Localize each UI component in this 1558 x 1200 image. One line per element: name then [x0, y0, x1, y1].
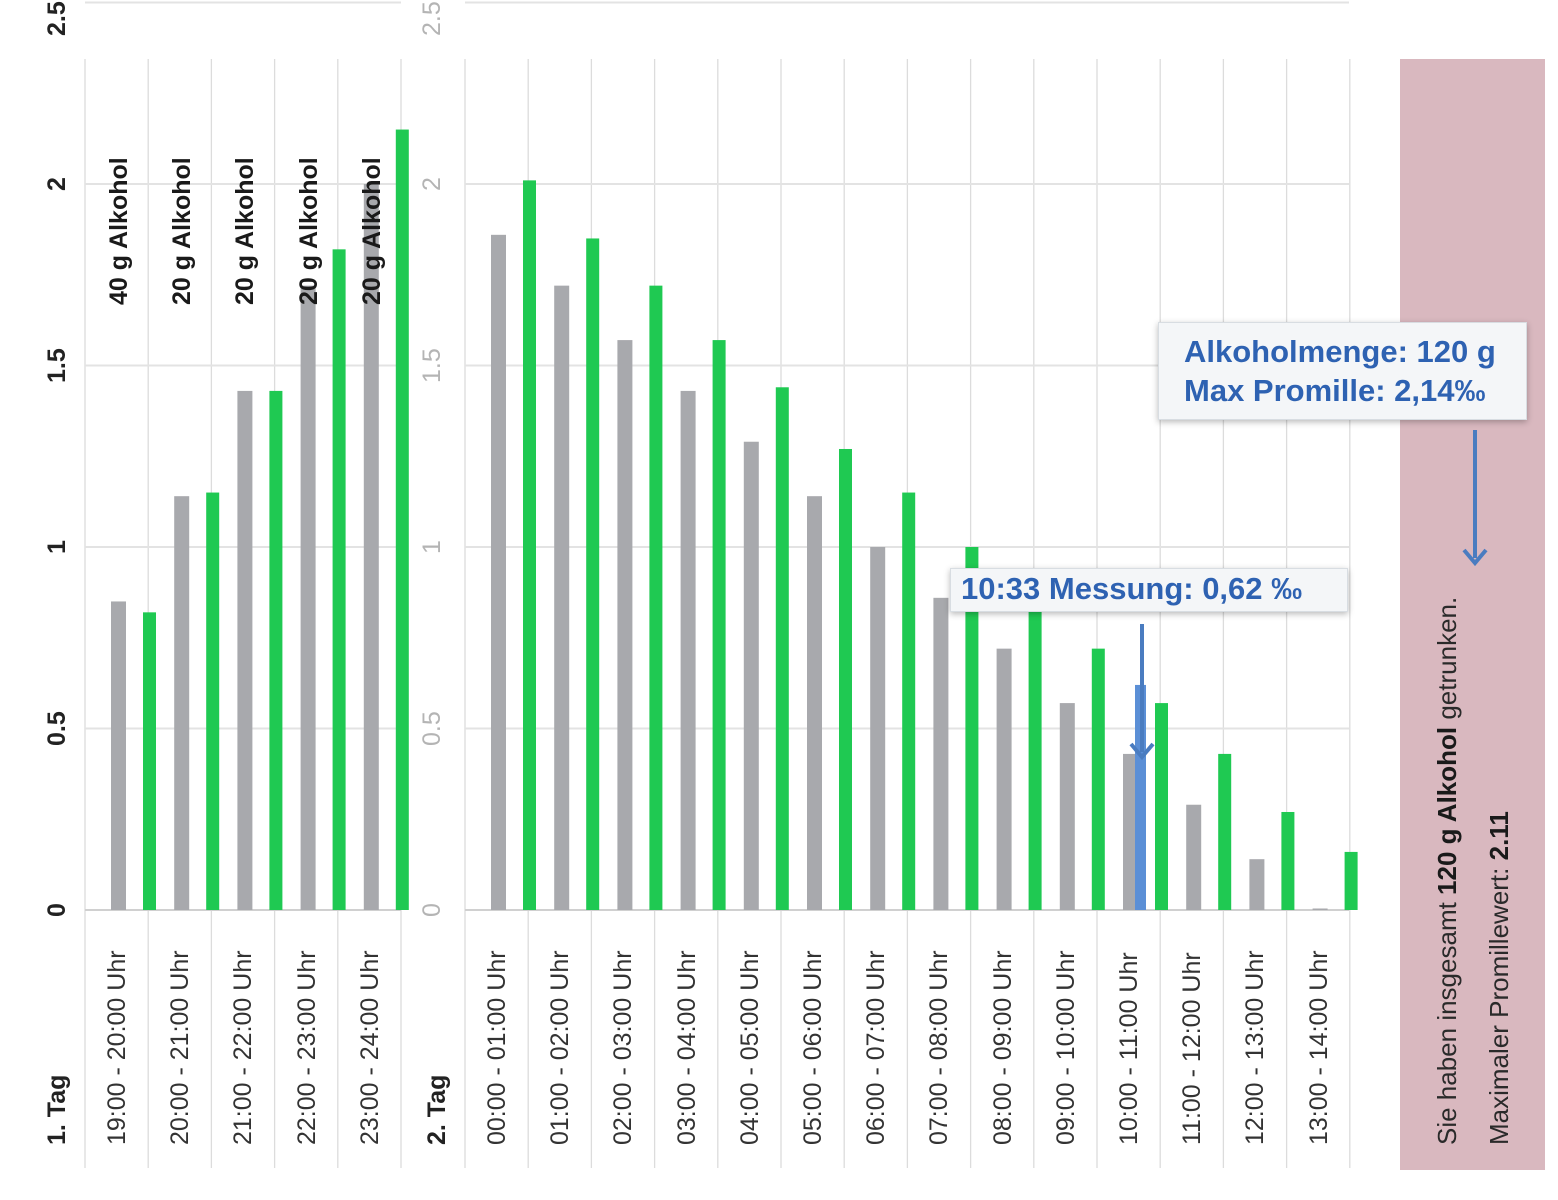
- value-tick-label: 1: [418, 540, 446, 554]
- time-slot-label: 00:00 - 01:00 Uhr: [483, 950, 511, 1145]
- time-slot-label: 03:00 - 04:00 Uhr: [672, 950, 701, 1145]
- value-tick-label: 2: [418, 177, 446, 191]
- bar-green: [965, 547, 979, 910]
- bar-green: [586, 238, 600, 910]
- time-slot-label: 02:00 - 03:00 Uhr: [609, 950, 638, 1145]
- bar-gray: [111, 601, 126, 910]
- bar-green: [1281, 811, 1295, 910]
- time-slot-label: 22:00 - 23:00 Uhr: [292, 950, 321, 1145]
- value-tick-label: 0.5: [418, 711, 446, 746]
- alcohol-intake-label: 20 g Alkohol: [231, 157, 260, 305]
- bar-gray: [237, 390, 253, 910]
- bar-gray: [491, 234, 506, 910]
- bar-green: [712, 340, 726, 911]
- bar-green: [1028, 601, 1042, 910]
- time-slot-label: 19:00 - 20:00 Uhr: [103, 950, 131, 1145]
- measurement-bar: [1135, 684, 1146, 910]
- alcohol-intake-label: 40 g Alkohol: [105, 157, 133, 305]
- alcohol-intake-label: 20 g Alkohol: [357, 157, 386, 305]
- time-slot-label: 12:00 - 13:00 Uhr: [1241, 950, 1270, 1145]
- bar-green: [775, 387, 789, 910]
- bar-green: [1091, 648, 1105, 910]
- bar-green: [206, 492, 220, 910]
- bar-gray: [807, 496, 822, 910]
- time-slot-label: 10:00 - 11:00 Uhr: [1115, 952, 1143, 1145]
- bar-gray: [996, 648, 1012, 910]
- day-label: 1. Tag: [43, 1074, 71, 1145]
- bar-gray: [1312, 908, 1328, 910]
- bar-gray: [174, 496, 190, 910]
- value-tick-label: 2.5 ‰: [418, 0, 446, 36]
- alcohol-intake-label: 20 g Alkohol: [294, 157, 323, 305]
- summary-total: Sie haben insgesamt 120 g Alkohol getrun…: [1432, 596, 1462, 1145]
- value-tick-label: 2: [43, 177, 71, 191]
- time-slot-label: 06:00 - 07:00 Uhr: [862, 950, 891, 1145]
- bar-gray: [1059, 703, 1075, 910]
- summary-panel: [1400, 59, 1545, 1170]
- time-slot-label: 09:00 - 10:00 Uhr: [1051, 950, 1080, 1145]
- max-promille-text: Max Promille: 2,14‰: [1184, 373, 1486, 408]
- bar-gray: [1186, 804, 1202, 910]
- bar-green: [649, 285, 663, 910]
- bars: [111, 129, 1358, 911]
- bar-green: [332, 249, 346, 911]
- total-callout: Alkoholmenge: 120 g Max Promille: 2,14‰: [1158, 322, 1527, 420]
- value-tick-label: 1.5: [418, 348, 446, 383]
- value-tick-label: 0.5: [43, 711, 71, 746]
- time-slot-label: 23:00 - 24:00 Uhr: [355, 950, 384, 1145]
- bar-gray: [870, 547, 886, 910]
- measurement-callout: 10:33 Messung: 0,62 ‰: [950, 568, 1348, 612]
- time-slot-label: 20:00 - 21:00 Uhr: [166, 950, 195, 1145]
- bar-gray: [933, 597, 949, 910]
- bar-green: [523, 180, 536, 910]
- total-arrow: [1462, 430, 1488, 567]
- time-slot-label: 05:00 - 06:00 Uhr: [799, 950, 827, 1145]
- bar-green: [1344, 851, 1358, 910]
- bar-gray: [363, 184, 379, 910]
- time-slot-label: 07:00 - 08:00 Uhr: [925, 950, 954, 1145]
- bar-gray: [680, 390, 696, 910]
- time-slot-label: 01:00 - 02:00 Uhr: [546, 950, 575, 1145]
- value-tick-label: 1: [43, 540, 71, 554]
- measurement-text: 10:33 Messung: 0,62 ‰: [961, 571, 1303, 606]
- bar-gray: [300, 285, 316, 910]
- bar-green: [1155, 703, 1168, 910]
- measurement-arrow: [1129, 624, 1155, 761]
- time-slot-label: 11:00 - 12:00 Uhr: [1178, 952, 1207, 1145]
- time-slot-label: 21:00 - 22:00 Uhr: [229, 950, 258, 1145]
- value-tick-label: 2.5 ‰: [43, 0, 71, 36]
- bar-green: [839, 448, 852, 910]
- value-tick-label: 0: [43, 903, 71, 917]
- value-tick-label: 1.5: [43, 348, 71, 383]
- bar-gray: [1249, 859, 1265, 910]
- summary-max: Maximaler Promillewert: 2.11: [1484, 811, 1514, 1145]
- total-amount-text: Alkoholmenge: 120 g: [1184, 334, 1496, 369]
- time-slot-label: 04:00 - 05:00 Uhr: [735, 950, 764, 1145]
- bar-gray: [617, 340, 633, 911]
- alcohol-intake-label: 20 g Alkohol: [168, 157, 197, 305]
- bar-green: [902, 492, 916, 910]
- bar-gray: [1123, 753, 1138, 910]
- bar-green: [395, 129, 409, 911]
- time-slot-label: 13:00 - 14:00 Uhr: [1304, 950, 1333, 1145]
- bar-gray: [554, 285, 570, 910]
- bar-green: [1218, 753, 1232, 910]
- bar-green: [143, 612, 156, 910]
- time-slot-label: 08:00 - 09:00 Uhr: [988, 950, 1017, 1145]
- bar-gray: [743, 441, 759, 910]
- value-tick-label: 0: [418, 903, 446, 917]
- day-label: 2. Tag: [423, 1074, 451, 1145]
- bar-green: [269, 390, 283, 910]
